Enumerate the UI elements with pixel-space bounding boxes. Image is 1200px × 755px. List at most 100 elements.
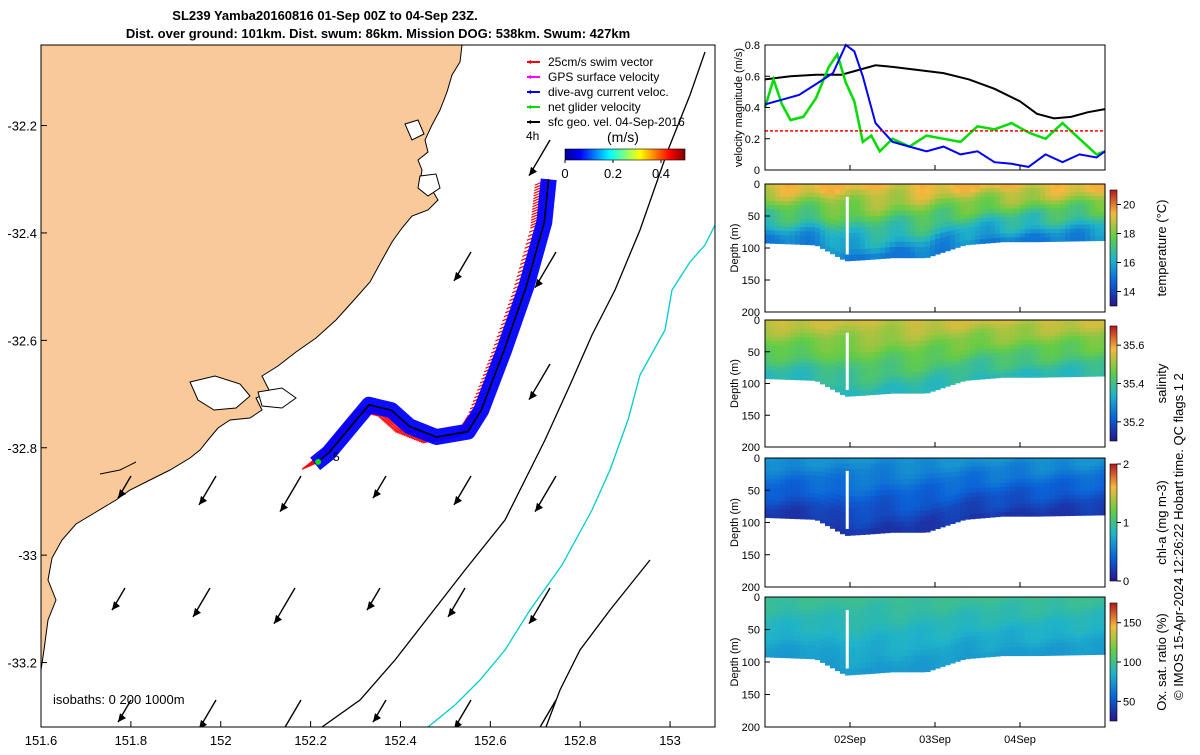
section-cell (830, 612, 836, 618)
section-cell (830, 329, 836, 336)
section-cell (1035, 487, 1041, 492)
section-cell (1060, 634, 1066, 640)
section-cell (825, 477, 831, 483)
section-cell (790, 479, 796, 485)
section-cell (810, 471, 816, 477)
section-cell (1070, 320, 1076, 325)
section-cell (1055, 233, 1061, 238)
section-cell (1065, 184, 1071, 189)
section-cell (880, 215, 886, 222)
section-cell (1050, 192, 1056, 197)
section-cell (1055, 499, 1061, 504)
section-cell (1050, 646, 1056, 652)
section-cell (1075, 629, 1081, 635)
section-cell (955, 652, 961, 658)
section-cell (860, 523, 866, 530)
section-cell (890, 458, 896, 464)
section-cell (1095, 208, 1101, 213)
section-cell (855, 254, 861, 261)
section-cell (1025, 212, 1031, 218)
section-cell (910, 372, 916, 378)
section-cell (975, 213, 981, 219)
section-cell (995, 609, 1001, 615)
section-cell (1100, 347, 1106, 353)
section-cell (945, 184, 951, 190)
section-cell (1060, 228, 1066, 234)
section-cell (1040, 478, 1046, 484)
section-cell (925, 500, 931, 507)
section-cell (1000, 503, 1006, 509)
section-cell (930, 330, 936, 336)
section-cell (860, 490, 866, 497)
section-cell (1000, 225, 1006, 230)
section-cell (1070, 372, 1076, 378)
section-cell (925, 356, 931, 363)
section-cell (1030, 212, 1036, 218)
section-cell (765, 605, 771, 611)
section-cell (890, 484, 896, 491)
section-cell (940, 232, 946, 239)
section-cell (885, 634, 891, 641)
section-cell (815, 506, 821, 512)
section-cell (825, 631, 831, 637)
section-cell (895, 634, 901, 641)
section-cell (1090, 486, 1096, 492)
section-cell (825, 334, 831, 340)
colorbar-label: temperature (°C) (1154, 200, 1169, 297)
section-cell (1035, 499, 1041, 505)
section-cell (855, 657, 861, 664)
section-cell (990, 630, 996, 636)
section-cell (775, 640, 781, 645)
section-cell (780, 644, 786, 650)
section-cell (855, 379, 861, 386)
section-cell (770, 509, 776, 514)
section-cell (895, 356, 901, 363)
colorbar-tick-label: 35.6 (1123, 340, 1144, 352)
section-cell (1015, 364, 1021, 370)
section-cell (1055, 626, 1061, 631)
section-cell (775, 336, 781, 342)
section-cell (790, 649, 796, 655)
section-cell (985, 205, 991, 210)
section-cell (890, 366, 896, 373)
section-cell (935, 218, 941, 225)
section-cell (920, 645, 926, 651)
section-cell (1045, 617, 1051, 623)
section-cell (855, 346, 861, 353)
section-cell (820, 220, 826, 226)
section-cell (1055, 495, 1061, 500)
section-cell (910, 340, 916, 347)
section-cell (970, 462, 976, 468)
section-cell (805, 458, 811, 463)
section-cell (955, 476, 961, 482)
section-cell (825, 320, 831, 326)
section-cell (920, 639, 926, 646)
section-cell (955, 206, 961, 212)
section-cell (840, 378, 846, 385)
section-cell (1050, 491, 1056, 496)
section-cell (1030, 605, 1036, 611)
section-cell (955, 346, 961, 352)
section-cell (1065, 192, 1071, 197)
section-cell (995, 613, 1001, 619)
section-cell (940, 363, 946, 369)
section-cell (965, 636, 971, 642)
section-cell (970, 492, 976, 498)
section-cell (860, 389, 866, 396)
section-cell (1000, 605, 1006, 611)
section-cell (990, 639, 996, 645)
section-cell (1085, 232, 1091, 238)
section-cell (895, 661, 901, 668)
section-cell (1040, 499, 1046, 505)
section-cell (985, 340, 991, 346)
section-cell (830, 637, 836, 644)
section-cell (915, 597, 921, 603)
section-cell (935, 493, 941, 499)
section-cell (1040, 511, 1046, 517)
section-cell (835, 597, 841, 603)
section-cell (835, 335, 841, 342)
section-cell (780, 648, 786, 654)
section-cell (925, 184, 931, 190)
section-cell (1030, 478, 1036, 484)
section-cell (950, 184, 956, 190)
